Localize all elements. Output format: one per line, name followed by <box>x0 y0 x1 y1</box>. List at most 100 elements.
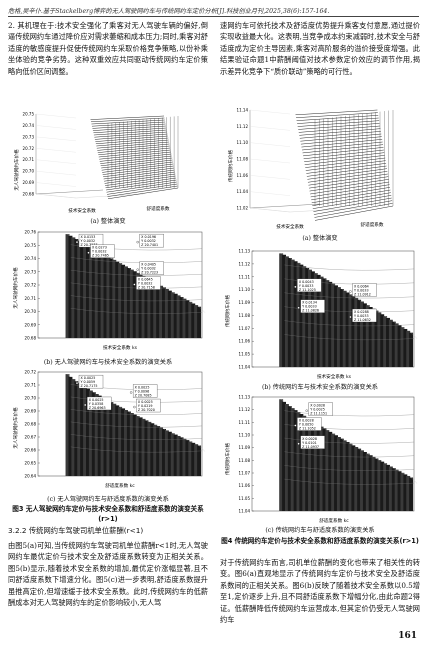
datatip-box <box>297 417 322 431</box>
left-bottom-paragraph: 由图5(a)可知,当传统网约车驾驶司机单位薪酬r<1时,无人驾驶网约车最优定价与… <box>8 541 208 608</box>
surface-line <box>307 168 387 180</box>
gridline <box>35 182 77 187</box>
fig4c-caption: (c) 传统网约车与舒适度系数的演变关系 <box>265 527 375 534</box>
surface-line <box>101 159 173 169</box>
datatip-text: Z 20.7465 <box>92 254 109 258</box>
gridline <box>249 126 291 131</box>
datatip-box <box>90 244 115 258</box>
datatip-text: X 0.0025 <box>81 376 96 380</box>
surface-contour <box>70 421 203 428</box>
datatip-marker <box>136 240 139 244</box>
datatip-text: Z 20.7223 <box>141 271 158 275</box>
surface-line <box>90 115 165 120</box>
surface-line <box>296 112 378 118</box>
surface-line <box>98 147 171 156</box>
datatip-text: X 0.0064 <box>354 284 369 288</box>
datatip-text: Y 0.0033 <box>354 314 369 318</box>
datatip-text: Z 11.0912 <box>354 292 371 296</box>
surface-line <box>308 173 388 186</box>
gridline <box>35 136 77 142</box>
y-tick-label: 20.68 <box>25 336 37 341</box>
datatip-text: Y 0.0050 <box>299 423 314 427</box>
surface-line <box>300 136 382 145</box>
surface-edge <box>411 477 418 484</box>
y-tick-label: 11.10 <box>239 287 251 292</box>
datatip-marker <box>133 405 136 409</box>
surface-line <box>92 125 166 131</box>
y-tick-label: 11.09 <box>239 300 251 305</box>
datatip-marker <box>75 381 79 385</box>
datatip-text: Z 11.0826 <box>302 309 319 313</box>
y-tick-label: 11.08 <box>239 313 251 318</box>
surface-line <box>106 181 177 193</box>
gridline <box>249 207 291 213</box>
datatip-text: Y 0.0101 <box>302 441 317 445</box>
surface-line <box>105 175 176 186</box>
surface-line <box>91 121 166 127</box>
datatip-text: Y 0.0025 <box>310 408 325 412</box>
fig4a-caption: (a) 整体演变 <box>302 235 338 242</box>
y-tick-label: 20.71 <box>25 383 37 388</box>
datatip-text: Y 0.0032 <box>141 267 156 271</box>
datatip-marker <box>349 290 352 293</box>
surface-line <box>301 141 383 151</box>
y-tick-label: 20.72 <box>23 146 35 151</box>
surface-line <box>106 179 177 191</box>
gridline <box>35 125 77 130</box>
y-tick-label: 11.11 <box>239 274 251 279</box>
y-tick-label: 11.04 <box>239 509 251 514</box>
surface-line <box>297 117 379 124</box>
fig4c-xlabel: 舒适度系数 kc <box>319 517 349 524</box>
surface-line <box>100 155 172 164</box>
surface-line <box>310 184 390 198</box>
datatip-box <box>136 398 161 413</box>
surface-contour <box>284 320 415 327</box>
surface-line <box>98 149 171 158</box>
fig3b-caption: (b) 无人驾驶网约车与技术安全系数的演变关系 <box>43 359 173 366</box>
fig3b-ylabel: 无人驾驶网约车价格 <box>12 267 19 309</box>
surface-line <box>101 161 173 171</box>
y-tick-label: 20.69 <box>25 409 37 414</box>
surface-edge <box>198 306 206 313</box>
y-tick-label: 20.68 <box>23 192 35 197</box>
surface-line <box>90 117 165 123</box>
surface-line <box>304 152 385 162</box>
y-tick-label: 11.02 <box>237 206 249 211</box>
surface-line <box>102 165 174 175</box>
surface-line <box>105 177 177 189</box>
surface-line <box>298 123 380 130</box>
datatip-text: Y 0.0358 <box>89 402 104 406</box>
surface-line <box>309 179 389 192</box>
datatip-text: Z 20.7085 <box>135 393 152 397</box>
datatip-text: Y 0.0032 <box>92 250 107 254</box>
datatip-text: X 0.0025 <box>138 400 153 404</box>
y-tick-label: 11.13 <box>239 395 251 400</box>
fig4a-ylabel: 传统网约车价格 <box>227 150 234 183</box>
fig3-title: 图3 无人驾驶网约车定价与技术安全系数和舒适度系数的演变关系(r>1) <box>12 505 204 523</box>
surface-line <box>297 120 380 127</box>
datatip-box <box>132 384 158 398</box>
datatip-marker <box>87 251 90 254</box>
gridline <box>249 158 291 164</box>
surface-contour <box>70 295 203 302</box>
y-tick-label: 11.09 <box>239 445 251 450</box>
datatip-box <box>78 374 104 389</box>
y-tick-label: 20.68 <box>25 422 37 427</box>
datatip-text: Z 20.6963 <box>89 406 106 410</box>
surface-line <box>299 131 381 139</box>
datatip-text: X 0.0028 <box>302 437 317 441</box>
datatip-text: X 0.0273 <box>92 246 107 250</box>
y-tick-label: 20.75 <box>23 112 35 117</box>
surface-contour <box>284 465 415 471</box>
surface-line <box>96 139 169 147</box>
surface-line <box>314 203 393 218</box>
y-tick-label: 20.71 <box>23 157 35 162</box>
datatip-text: X 0.0028 <box>299 419 314 423</box>
fig4b-ylabel: 传统网约车价格 <box>224 295 231 328</box>
header-rule <box>8 16 419 17</box>
gridline <box>35 148 77 153</box>
datatip-box <box>139 233 164 248</box>
surface-contour <box>284 478 415 485</box>
datatip-marker <box>297 306 300 309</box>
y-tick-label: 20.72 <box>25 283 37 288</box>
